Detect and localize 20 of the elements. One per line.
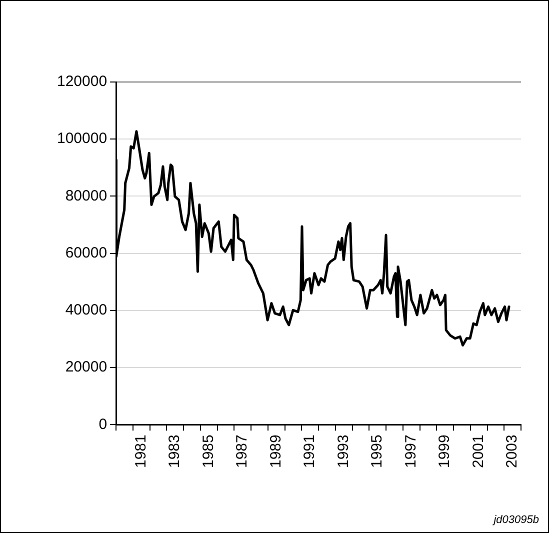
x-tick-label: 2001 bbox=[470, 434, 487, 468]
x-tick-label: 1993 bbox=[334, 434, 352, 468]
x-tick-label: 1989 bbox=[267, 434, 284, 468]
x-tick-label: 1999 bbox=[436, 434, 454, 468]
y-tick-label: 20000 bbox=[65, 358, 108, 376]
x-tick-label: 1981 bbox=[132, 434, 150, 468]
y-tick-label: 60000 bbox=[65, 244, 108, 262]
x-tick-label: 1983 bbox=[166, 434, 184, 468]
x-tick-label: 1997 bbox=[402, 434, 420, 468]
x-tick-label: 1985 bbox=[200, 434, 217, 468]
x-tick-label: 1991 bbox=[301, 434, 318, 468]
text: jd03095b bbox=[492, 514, 539, 526]
y-tick-label: 100000 bbox=[56, 130, 108, 148]
x-tick-label: 1987 bbox=[234, 434, 251, 468]
y-tick-label: 0 bbox=[98, 416, 108, 433]
y-tick-label: 40000 bbox=[65, 302, 108, 319]
y-tick-label: 80000 bbox=[65, 187, 108, 204]
x-tick-label: 1995 bbox=[368, 434, 386, 468]
y-tick-label: 120000 bbox=[56, 73, 108, 90]
x-tick-label: 2003 bbox=[504, 434, 521, 468]
